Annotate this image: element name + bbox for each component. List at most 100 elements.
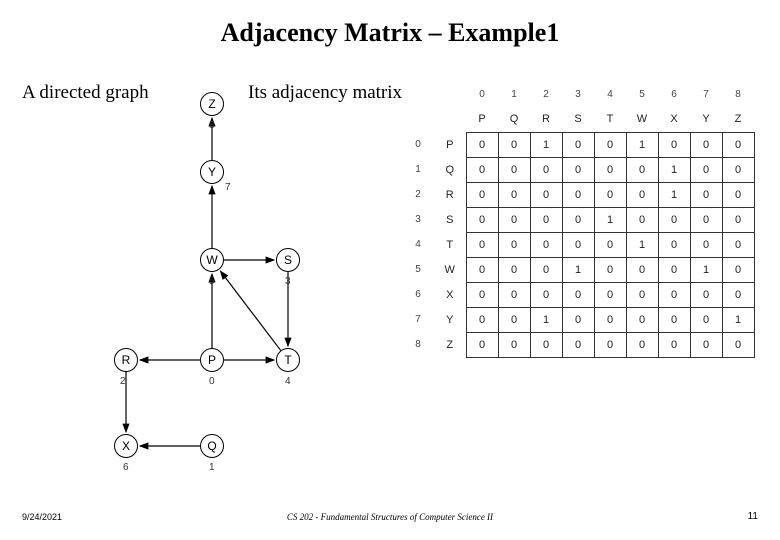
matrix-col-index: 6 (658, 82, 690, 107)
matrix-cell: 0 (722, 332, 754, 357)
graph-node-y: Y (200, 160, 224, 184)
matrix-cell: 0 (722, 257, 754, 282)
graph-node-t: T (276, 348, 300, 372)
graph-node-z: Z (200, 92, 224, 116)
matrix-col-index: 2 (530, 82, 562, 107)
matrix-cell: 1 (626, 132, 658, 157)
matrix-cell: 0 (658, 307, 690, 332)
matrix-cell: 0 (626, 182, 658, 207)
matrix-col-label: X (658, 107, 690, 132)
matrix-col-label: W (626, 107, 658, 132)
matrix-cell: 0 (466, 282, 498, 307)
matrix-cell: 0 (530, 257, 562, 282)
matrix-cell: 0 (530, 282, 562, 307)
matrix-cell: 0 (498, 182, 530, 207)
matrix-row-label: T (434, 232, 466, 257)
matrix-cell: 0 (594, 282, 626, 307)
matrix-cell: 0 (658, 132, 690, 157)
matrix-cell: 0 (498, 257, 530, 282)
graph-node-index: 3 (285, 276, 291, 287)
graph-node-index: 1 (209, 462, 215, 473)
matrix-cell: 0 (690, 282, 722, 307)
matrix-cell: 0 (594, 182, 626, 207)
matrix-cell: 0 (498, 307, 530, 332)
matrix-row-label: X (434, 282, 466, 307)
matrix-cell: 0 (498, 332, 530, 357)
matrix-cell: 0 (562, 307, 594, 332)
matrix-row-label: Z (434, 332, 466, 357)
graph-node-s: S (276, 248, 300, 272)
graph-node-index: 2 (120, 376, 126, 387)
matrix-cell: 0 (690, 332, 722, 357)
matrix-cell: 0 (498, 132, 530, 157)
graph-node-index: 6 (123, 462, 129, 473)
matrix-cell: 0 (722, 282, 754, 307)
matrix-cell: 0 (498, 232, 530, 257)
matrix-col-label: Q (498, 107, 530, 132)
matrix-cell: 1 (690, 257, 722, 282)
matrix-row-index: 1 (402, 157, 434, 182)
matrix-cell: 0 (658, 257, 690, 282)
matrix-cell: 0 (722, 207, 754, 232)
matrix-cell: 0 (498, 282, 530, 307)
matrix-cell: 0 (594, 332, 626, 357)
footer-course: CS 202 - Fundamental Structures of Compu… (0, 512, 780, 522)
matrix-row-label: S (434, 207, 466, 232)
matrix-col-index: 7 (690, 82, 722, 107)
graph-node-w: W (200, 248, 224, 272)
matrix-cell: 1 (594, 207, 626, 232)
matrix-col-label: Z (722, 107, 754, 132)
matrix-cell: 0 (658, 232, 690, 257)
matrix-cell: 0 (466, 157, 498, 182)
matrix-cell: 0 (626, 207, 658, 232)
matrix-col-index: 0 (466, 82, 498, 107)
matrix-cell: 0 (690, 132, 722, 157)
matrix-cell: 0 (722, 132, 754, 157)
matrix-cell: 0 (722, 157, 754, 182)
matrix-cell: 0 (594, 232, 626, 257)
graph-node-index: 7 (225, 182, 231, 193)
matrix-row-label: W (434, 257, 466, 282)
matrix-cell: 1 (530, 132, 562, 157)
matrix-cell: 0 (626, 157, 658, 182)
matrix-row-index: 4 (402, 232, 434, 257)
matrix-cell: 0 (690, 182, 722, 207)
matrix-col-index: 5 (626, 82, 658, 107)
matrix-table: 012345678PQRSTWXYZ0P0010010001Q000000100… (402, 82, 755, 358)
matrix-cell: 0 (690, 157, 722, 182)
graph-edge (220, 271, 280, 350)
adjacency-matrix: 012345678PQRSTWXYZ0P0010010001Q000000100… (402, 82, 755, 358)
footer-page-number: 11 (748, 511, 758, 522)
matrix-cell: 0 (498, 157, 530, 182)
matrix-row-index: 5 (402, 257, 434, 282)
matrix-cell: 0 (690, 307, 722, 332)
matrix-cell: 0 (722, 232, 754, 257)
matrix-cell: 0 (466, 257, 498, 282)
graph-node-r: R (114, 348, 138, 372)
graph-node-p: P (200, 348, 224, 372)
matrix-cell: 0 (562, 182, 594, 207)
matrix-cell: 0 (466, 207, 498, 232)
matrix-row-index: 0 (402, 132, 434, 157)
directed-graph: Z8Y7W5S3R2P0T4X6Q1 (100, 78, 310, 468)
matrix-cell: 0 (466, 132, 498, 157)
matrix-cell: 0 (530, 157, 562, 182)
matrix-cell: 0 (562, 132, 594, 157)
matrix-row-label: Q (434, 157, 466, 182)
matrix-cell: 0 (658, 282, 690, 307)
matrix-cell: 0 (594, 307, 626, 332)
matrix-cell: 0 (466, 332, 498, 357)
matrix-col-label: S (562, 107, 594, 132)
page-title: Adjacency Matrix – Example1 (0, 0, 780, 48)
matrix-col-index: 4 (594, 82, 626, 107)
matrix-row-label: Y (434, 307, 466, 332)
matrix-cell: 0 (658, 332, 690, 357)
matrix-row-index: 3 (402, 207, 434, 232)
matrix-row-label: P (434, 132, 466, 157)
matrix-cell: 0 (594, 257, 626, 282)
matrix-cell: 0 (562, 207, 594, 232)
matrix-cell: 0 (594, 132, 626, 157)
matrix-row-index: 6 (402, 282, 434, 307)
matrix-cell: 1 (658, 157, 690, 182)
matrix-cell: 0 (562, 157, 594, 182)
